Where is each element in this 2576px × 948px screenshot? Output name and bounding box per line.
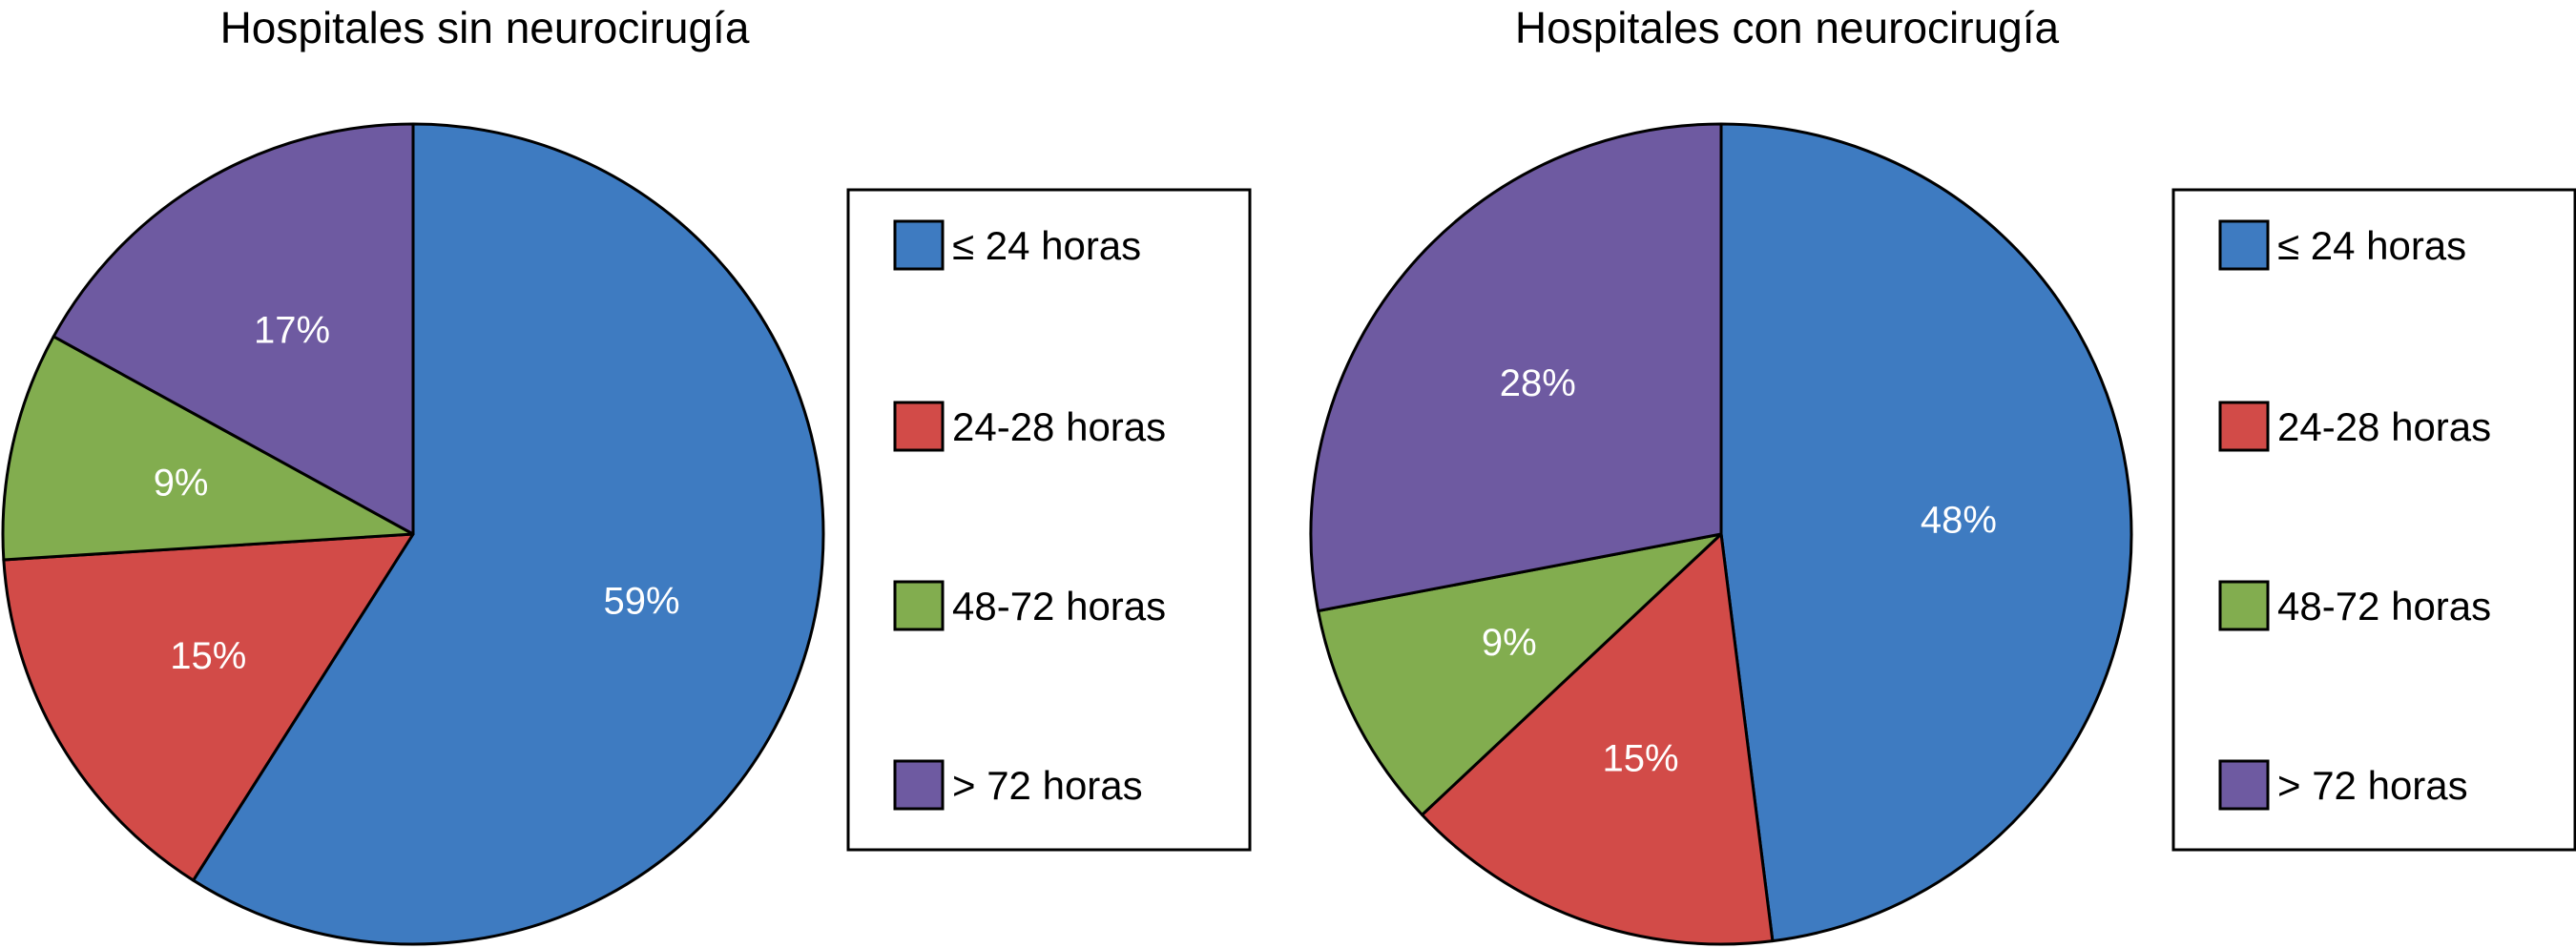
legend-label-le-24: ≤ 24 horas bbox=[2277, 223, 2466, 268]
slice-labels: 48% 15% 9% 28% bbox=[1482, 362, 1997, 780]
legend-entries: ≤ 24 horas 24-28 horas 48-72 horas > 72 hor… bbox=[2218, 219, 2491, 811]
slice-label-le-24: 59% bbox=[603, 581, 679, 623]
legend-entries: ≤ 24 horas 24-28 horas 48-72 horas > 72 hor… bbox=[893, 219, 1166, 811]
legend-label-gt-72: > 72 horas bbox=[2277, 763, 2468, 808]
legend-label-48-72: 48-72 horas bbox=[952, 584, 1166, 629]
chart-title: Hospitales con neurocirugía bbox=[1515, 3, 2060, 52]
legend: ≤ 24 horas 24-28 horas 48-72 horas > 72 hor… bbox=[2171, 188, 2576, 852]
pie-slices bbox=[1, 122, 825, 946]
slice-label-24-28: 15% bbox=[170, 635, 246, 677]
legend-label-gt-72: > 72 horas bbox=[952, 763, 1143, 808]
legend-swatch-le-24 bbox=[2218, 219, 2270, 271]
legend-box bbox=[846, 188, 1252, 852]
legend-box bbox=[2171, 188, 2576, 852]
pie-slice-24-28 bbox=[2, 532, 415, 882]
slice-label-gt-72: 17% bbox=[254, 309, 330, 351]
legend-label-24-28: 24-28 horas bbox=[952, 404, 1166, 449]
legend-label-24-28: 24-28 horas bbox=[2277, 404, 2491, 449]
legend-swatch-48-72 bbox=[893, 580, 945, 631]
legend-swatch-gt-72 bbox=[2218, 759, 2270, 811]
pie-slice-24-28 bbox=[1421, 532, 1775, 946]
legend-swatch-24-28 bbox=[893, 401, 945, 452]
legend-label-48-72: 48-72 horas bbox=[2277, 584, 2491, 629]
legend-label-le-24: ≤ 24 horas bbox=[952, 223, 1141, 268]
slice-label-le-24: 48% bbox=[1921, 499, 1997, 541]
slice-label-48-72: 9% bbox=[1482, 622, 1537, 664]
pie-slice-le-24 bbox=[1719, 122, 2133, 943]
legend: ≤ 24 horas 24-28 horas 48-72 horas > 72 hor… bbox=[846, 188, 1252, 852]
slice-label-48-72: 9% bbox=[154, 463, 209, 505]
legend-swatch-48-72 bbox=[2218, 580, 2270, 631]
slice-label-24-28: 15% bbox=[1602, 738, 1678, 780]
pie-slice-gt-72 bbox=[1309, 122, 1723, 613]
legend-swatch-24-28 bbox=[2218, 401, 2270, 452]
pie-slice-48-72 bbox=[1, 335, 415, 562]
pie-slice-48-72 bbox=[1317, 532, 1723, 816]
pie-slices bbox=[1309, 122, 2133, 946]
legend-swatch-gt-72 bbox=[893, 759, 945, 811]
pie-slice-le-24 bbox=[192, 122, 825, 946]
slice-labels: 59% 15% 9% 17% bbox=[154, 309, 680, 677]
chart-title: Hospitales sin neurocirugía bbox=[220, 3, 750, 52]
pie-chart-sin-neurocirugia: Hospitales sin neurocirugía 59%15%9%17% … bbox=[1, 3, 1252, 946]
pie-slice-gt-72 bbox=[52, 122, 415, 536]
pie-chart-con-neurocirugia: Hospitales con neurocirugía 48%15%9%28% … bbox=[1309, 3, 2576, 946]
legend-swatch-le-24 bbox=[893, 219, 945, 271]
slice-label-gt-72: 28% bbox=[1500, 362, 1576, 404]
